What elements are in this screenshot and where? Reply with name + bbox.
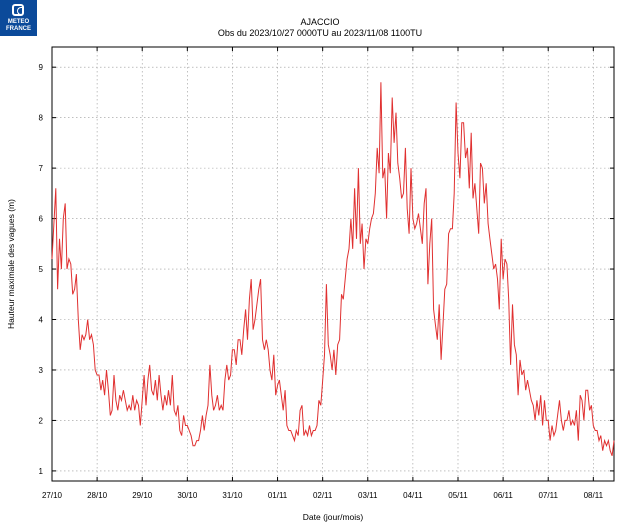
x-tick-label: 04/11	[403, 491, 423, 500]
y-tick-label: 8	[39, 114, 44, 123]
x-tick-label: 31/10	[222, 491, 243, 500]
series-line	[51, 82, 615, 456]
x-tick-label: 06/11	[493, 491, 513, 500]
grid	[51, 47, 614, 481]
y-tick-label: 2	[39, 416, 44, 425]
plot-frame	[51, 46, 615, 482]
x-tick-label: 27/10	[42, 491, 63, 500]
y-tick-label: 6	[39, 215, 44, 224]
x-tick-label: 29/10	[132, 491, 153, 500]
y-tick-label: 3	[39, 366, 44, 375]
y-axis: 1 2 3 4 5 6 7 8 9	[39, 63, 614, 476]
y-axis-label: Hauteur maximale des vagues (m)	[6, 199, 16, 329]
x-tick-label: 03/11	[358, 491, 378, 500]
y-tick-label: 5	[39, 265, 44, 274]
x-tick-label: 01/11	[268, 491, 288, 500]
x-tick-label: 05/11	[448, 491, 468, 500]
x-axis: 27/10 28/10 29/10 30/10 31/10 01/11 02/11 03/11…	[42, 47, 604, 500]
x-axis-label: Date (jour/mois)	[303, 512, 364, 522]
y-tick-label: 7	[39, 164, 44, 173]
x-tick-label: 08/11	[584, 491, 604, 500]
y-tick-label: 4	[39, 316, 44, 325]
x-tick-label: 28/10	[87, 491, 108, 500]
x-tick-label: 30/10	[177, 491, 198, 500]
logo-line-1: METEO	[7, 19, 30, 25]
chart-subtitle: Obs du 2023/10/27 0000TU au 2023/11/08 1…	[217, 28, 423, 38]
x-tick-label: 07/11	[538, 491, 558, 500]
x-tick-label: 02/11	[313, 491, 333, 500]
chart-title: AJACCIO	[300, 17, 340, 27]
y-tick-label: 9	[39, 63, 44, 72]
logo-line-2: FRANCE	[6, 26, 31, 32]
meteo-france-emblem-icon	[12, 4, 24, 16]
y-tick-label: 1	[39, 467, 44, 476]
meteo-france-logo: METEO FRANCE	[0, 0, 37, 36]
